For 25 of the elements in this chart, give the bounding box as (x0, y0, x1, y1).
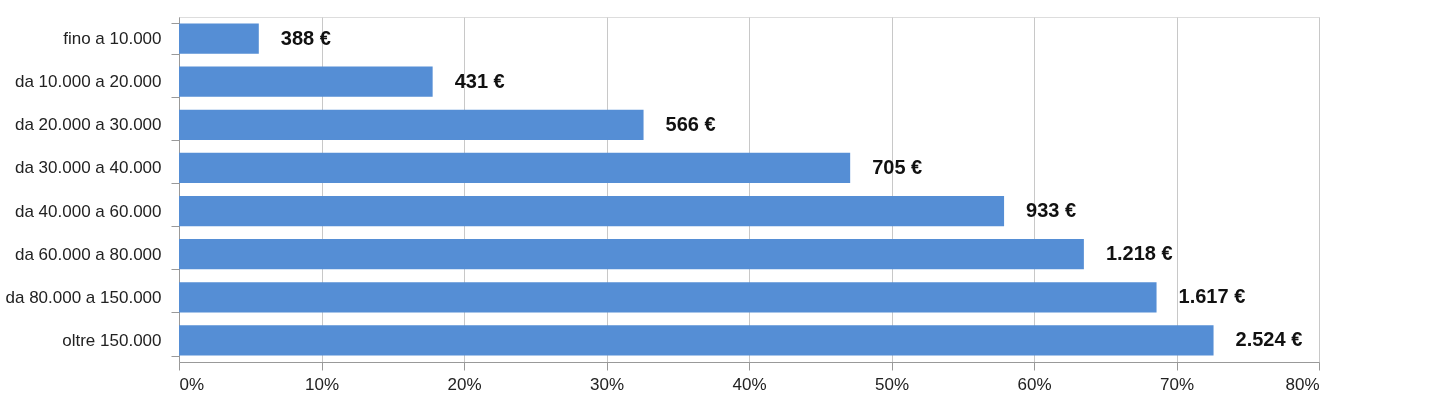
x-tick-label: 70% (1159, 374, 1195, 394)
annotation: 566 € (665, 112, 716, 135)
annotation: 388 € (280, 26, 331, 49)
y-tick-label: da 20.000 a 30.000 (14, 115, 162, 135)
annotation: 705 € (872, 155, 923, 178)
x-tick-label: 50% (874, 374, 910, 394)
x-tick-label: 0% (179, 374, 205, 394)
y-tick-label: da 10.000 a 20.000 (14, 72, 162, 92)
x-tick-label: 80% (1285, 374, 1320, 394)
x-tick-label: 60% (1017, 374, 1052, 394)
y-tick-label: da 30.000 a 40.000 (14, 158, 162, 178)
y-tick-label: da 60.000 a 80.000 (14, 244, 162, 264)
x-tick-label: 30% (589, 374, 625, 394)
x-tick-label: 20% (447, 374, 482, 394)
x-tick-label: 10% (304, 374, 340, 394)
annotation: 1.218 € (1105, 242, 1173, 265)
annotation: 431 € (454, 69, 505, 92)
x-tick-label: 40% (732, 374, 767, 394)
annotation: 1.617 € (1178, 285, 1246, 308)
annotation: 933 € (1026, 199, 1077, 222)
y-tick-label: da 80.000 a 150.000 (5, 287, 162, 307)
y-tick-label: oltre 150.000 (62, 330, 162, 350)
y-tick-label: da 40.000 a 60.000 (14, 201, 162, 221)
annotation: 2.524 € (1235, 328, 1303, 351)
y-tick-label: fino a 10.000 (63, 29, 162, 49)
